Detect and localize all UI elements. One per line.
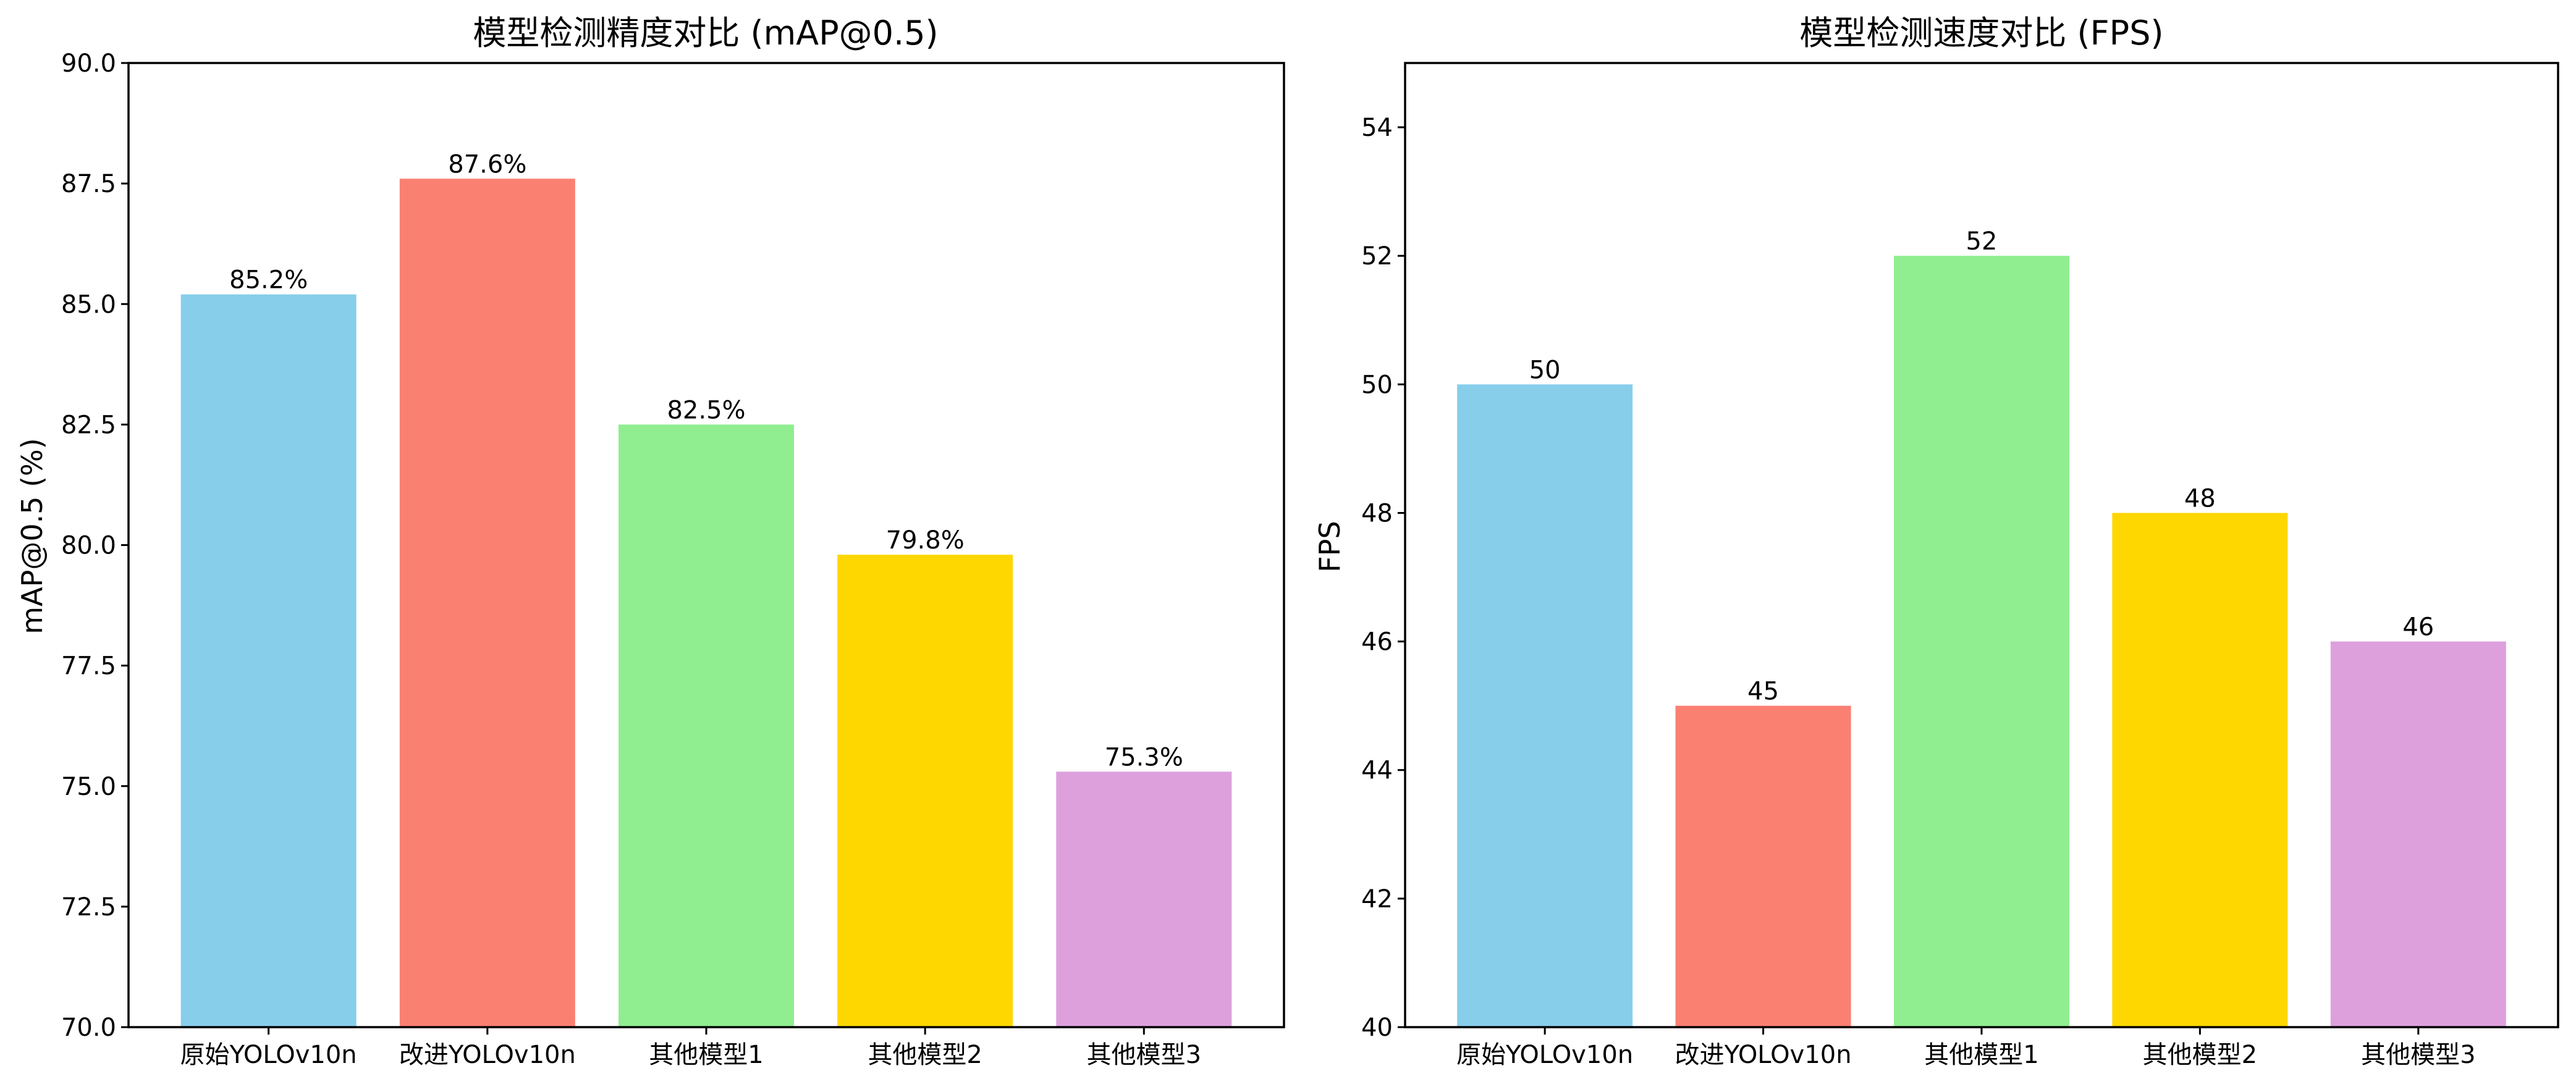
accuracy-bar-value-label: 75.3% (1105, 743, 1183, 771)
speed-y-tick-label: 54 (1361, 114, 1393, 142)
accuracy-bar-value-label: 79.8% (886, 526, 965, 555)
accuracy-bar-value-label: 82.5% (667, 396, 745, 424)
speed-bar-value-label: 45 (1747, 678, 1779, 706)
speed-x-ticks: 原始YOLOv10n 改进YOLOv10n 其他模型1 其他模型2 其他模型3 (1456, 1027, 2476, 1069)
accuracy-bars: 85.2% 87.6% 82.5% 79.8% 75.3% (180, 150, 1232, 1027)
accuracy-bar (837, 555, 1013, 1027)
speed-bar-value-label: 52 (1966, 227, 1998, 256)
speed-y-ticks: 40 42 44 46 48 50 52 54 (1361, 114, 1405, 1042)
speed-y-tick-label: 46 (1361, 628, 1393, 657)
accuracy-y-tick-label: 87.5 (61, 170, 116, 198)
speed-bar (1675, 705, 1851, 1027)
accuracy-y-ticks: 70.0 72.5 75.0 77.5 80.0 82.5 85.0 87.5 90.0 (61, 49, 129, 1042)
speed-x-tick-label: 其他模型1 (1924, 1041, 2038, 1069)
accuracy-x-tick-label: 其他模型3 (1087, 1041, 1201, 1069)
accuracy-chart-title: 模型检测精度对比 (mAP@0.5) (473, 14, 938, 52)
accuracy-x-tick-label: 其他模型1 (649, 1041, 763, 1069)
accuracy-y-axis-label: mAP@0.5 (%) (15, 438, 49, 634)
accuracy-bar-value-label: 87.6% (448, 150, 526, 178)
speed-plot-frame (1404, 62, 2559, 1028)
accuracy-y-tick-label: 85.0 (61, 290, 116, 319)
accuracy-bar (399, 178, 575, 1027)
speed-y-tick-label: 40 (1361, 1014, 1393, 1042)
accuracy-bar-value-label: 85.2% (229, 266, 308, 295)
speed-y-tick-label: 42 (1361, 885, 1393, 914)
speed-x-tick-label: 其他模型3 (2361, 1041, 2475, 1069)
speed-y-tick-label: 52 (1361, 242, 1393, 271)
speed-x-tick-label: 改进YOLOv10n (1675, 1041, 1852, 1069)
accuracy-bar (1056, 771, 1232, 1027)
speed-bar-value-label: 48 (2184, 484, 2216, 513)
speed-y-tick-label: 44 (1361, 757, 1393, 785)
accuracy-y-tick-label: 80.0 (61, 532, 116, 560)
speed-chart-panel: 模型检测速度对比 (FPS) FPS 50 45 52 48 46 40 42 44 46 48… (1313, 14, 2559, 1069)
accuracy-y-tick-label: 77.5 (61, 652, 116, 681)
speed-bar (1457, 384, 1633, 1028)
speed-x-tick-label: 其他模型2 (2143, 1041, 2257, 1069)
accuracy-bar (619, 424, 794, 1027)
accuracy-y-tick-label: 72.5 (61, 893, 116, 922)
speed-y-tick-label: 48 (1361, 499, 1393, 527)
speed-x-tick-label: 原始YOLOv10n (1456, 1041, 1633, 1069)
accuracy-y-tick-label: 82.5 (61, 411, 116, 439)
accuracy-bar (180, 294, 357, 1027)
accuracy-x-tick-label: 其他模型2 (868, 1041, 982, 1069)
accuracy-y-tick-label: 75.0 (61, 773, 116, 801)
speed-bar-value-label: 46 (2402, 613, 2434, 642)
accuracy-chart-panel: 模型检测精度对比 (mAP@0.5) mAP@0.5 (%) 85.2% 87.6… (15, 14, 1285, 1069)
speed-y-tick-label: 50 (1361, 371, 1393, 399)
accuracy-y-tick-label: 70.0 (61, 1014, 116, 1042)
accuracy-x-tick-label: 改进YOLOv10n (399, 1041, 576, 1069)
speed-bar-value-label: 50 (1529, 356, 1561, 384)
speed-bar (2330, 641, 2506, 1027)
speed-bars: 50 45 52 48 46 (1457, 227, 2506, 1028)
speed-chart-title: 模型检测速度对比 (FPS) (1799, 14, 2163, 52)
accuracy-y-tick-label: 90.0 (61, 49, 116, 78)
accuracy-x-ticks: 原始YOLOv10n 改进YOLOv10n 其他模型1 其他模型2 其他模型3 (180, 1027, 1201, 1069)
accuracy-plot-frame (127, 62, 1285, 1028)
speed-bar (1894, 256, 2069, 1028)
speed-y-axis-label: FPS (1313, 521, 1346, 572)
accuracy-x-tick-label: 原始YOLOv10n (180, 1041, 357, 1069)
speed-bar (2112, 513, 2288, 1027)
